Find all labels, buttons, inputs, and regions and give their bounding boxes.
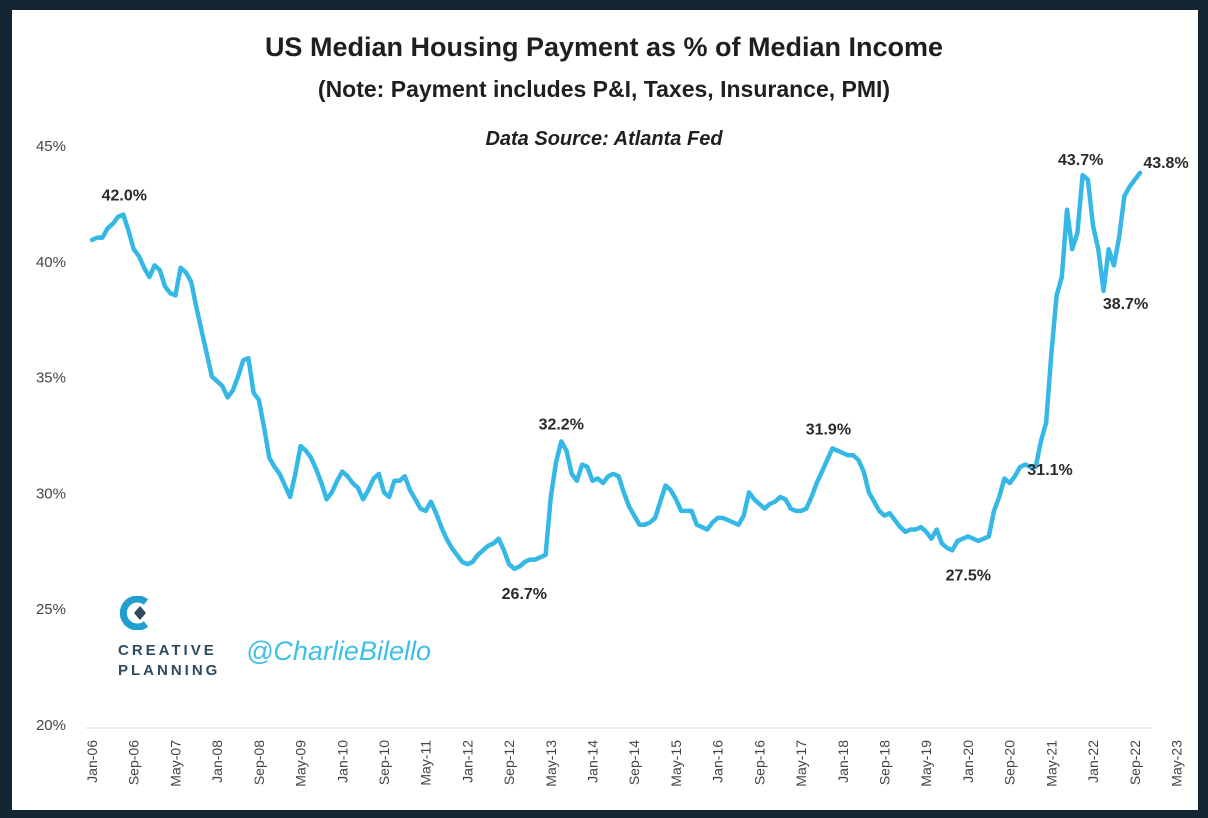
data-label: 38.7% bbox=[1103, 296, 1148, 313]
x-tick-label: May-17 bbox=[793, 740, 809, 787]
y-tick-label: 20% bbox=[36, 717, 66, 734]
data-label: 32.2% bbox=[539, 416, 584, 433]
x-tick-label: May-15 bbox=[668, 740, 684, 787]
x-tick-label: Jan-10 bbox=[334, 740, 350, 783]
x-tick-label: May-07 bbox=[167, 740, 183, 787]
x-tick-label: Sep-14 bbox=[626, 740, 642, 785]
data-label: 42.0% bbox=[102, 187, 147, 204]
x-tick-label: Jan-18 bbox=[835, 740, 851, 783]
data-label: 43.8% bbox=[1143, 155, 1188, 172]
x-tick-label: Sep-22 bbox=[1127, 740, 1143, 785]
data-label: 26.7% bbox=[502, 586, 547, 603]
y-tick-label: 40% bbox=[36, 254, 66, 271]
author-handle: @CharlieBilello bbox=[246, 636, 431, 666]
x-tick-label: Jan-22 bbox=[1085, 740, 1101, 783]
y-tick-label: 25% bbox=[36, 601, 66, 618]
x-tick-label: Sep-18 bbox=[877, 740, 893, 785]
x-tick-label: Sep-06 bbox=[126, 740, 142, 785]
x-tick-label: Sep-12 bbox=[501, 740, 517, 785]
x-tick-label: May-11 bbox=[418, 740, 434, 786]
x-tick-label: May-09 bbox=[293, 740, 309, 787]
y-tick-label: 35% bbox=[36, 370, 66, 387]
chart-subtitle: (Note: Payment includes P&I, Taxes, Insu… bbox=[317, 76, 891, 102]
logo-line-2: PLANNING bbox=[118, 662, 221, 679]
logo-line-1: CREATIVE bbox=[118, 642, 217, 659]
x-tick-label: May-13 bbox=[543, 740, 559, 787]
x-tick-label: Jan-06 bbox=[84, 740, 100, 783]
y-tick-label: 45% bbox=[36, 138, 66, 155]
data-source: Data Source: Atlanta Fed bbox=[485, 128, 723, 150]
x-tick-label: Jan-14 bbox=[585, 740, 601, 783]
data-label: 43.7% bbox=[1058, 152, 1103, 169]
x-tick-label: Jan-20 bbox=[960, 740, 976, 783]
x-tick-label: May-21 bbox=[1043, 740, 1059, 787]
x-tick-label: Jan-16 bbox=[710, 740, 726, 783]
x-tick-label: May-19 bbox=[918, 740, 934, 787]
chart-panel bbox=[12, 10, 1198, 810]
data-label: 31.1% bbox=[1027, 462, 1072, 479]
x-tick-label: Sep-20 bbox=[1002, 740, 1018, 785]
chart-title: US Median Housing Payment as % of Median… bbox=[264, 32, 944, 62]
x-tick-label: Sep-08 bbox=[251, 740, 267, 785]
creative-planning-logo-icon bbox=[119, 596, 149, 630]
x-tick-label: Jan-08 bbox=[209, 740, 225, 783]
data-label: 31.9% bbox=[806, 421, 851, 438]
x-tick-label: Sep-10 bbox=[376, 740, 392, 785]
data-label: 27.5% bbox=[946, 567, 991, 584]
y-tick-label: 30% bbox=[36, 485, 66, 502]
logo-name: CREATIVE PLANNING bbox=[118, 641, 220, 681]
x-tick-label: Jan-12 bbox=[459, 740, 475, 783]
series-line bbox=[89, 170, 1143, 572]
x-tick-label: Sep-16 bbox=[751, 740, 767, 785]
x-tick-label: May-23 bbox=[1168, 740, 1184, 787]
